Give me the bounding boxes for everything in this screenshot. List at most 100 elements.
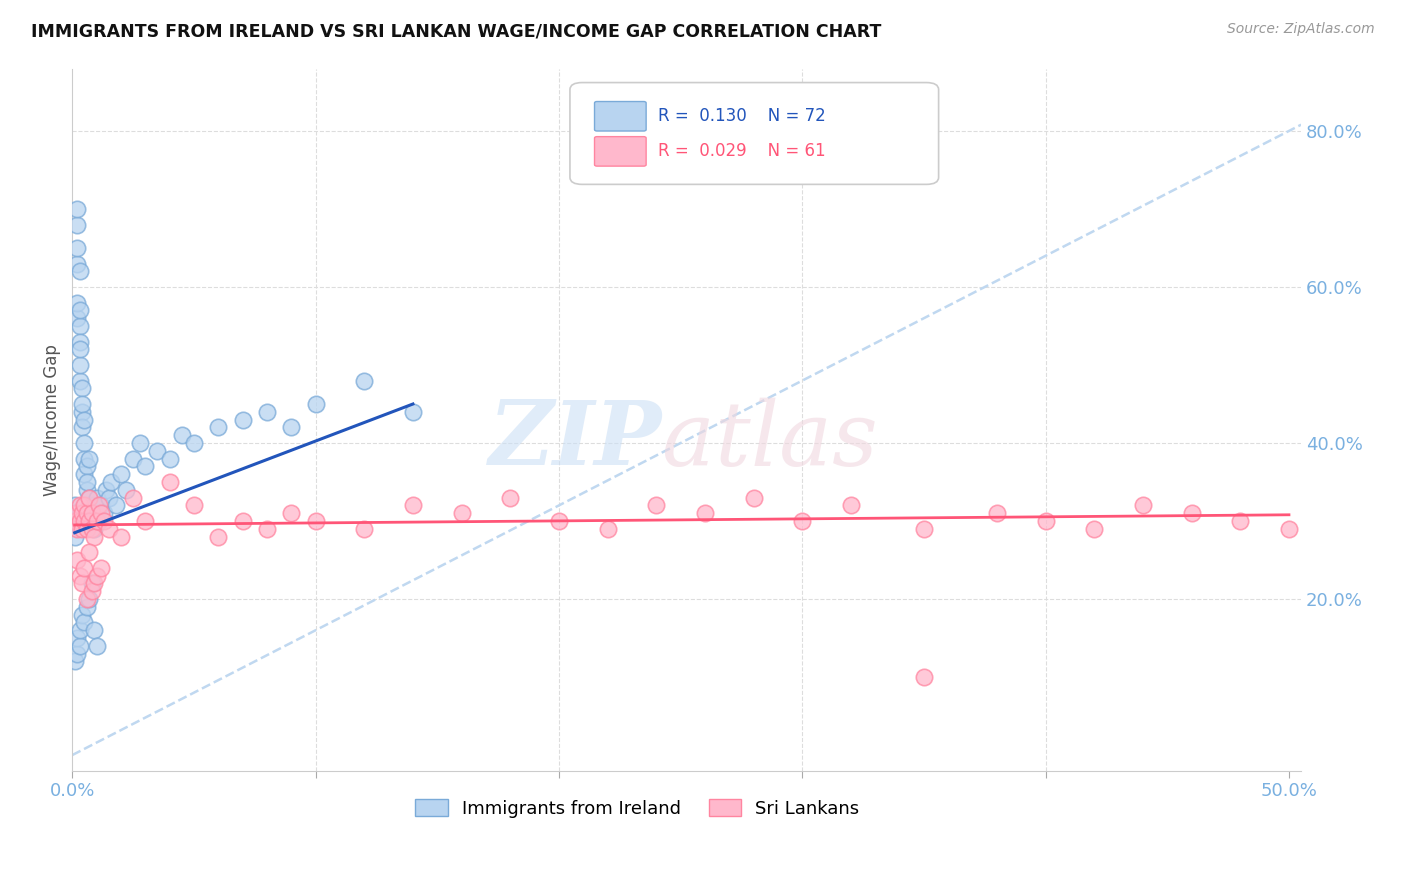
Point: [402, 405, 425, 419]
Point: [80, 514, 103, 528]
Point: [76, 483, 98, 497]
Point: [256, 405, 278, 419]
Point: [499, 491, 522, 505]
Point: [207, 530, 229, 544]
Point: [70, 397, 93, 411]
Point: [66, 647, 89, 661]
Point: [69, 264, 91, 278]
Point: [69, 303, 91, 318]
Point: [232, 514, 254, 528]
Point: [69, 343, 91, 357]
Point: [77, 499, 100, 513]
Point: [63, 514, 86, 528]
Point: [86, 639, 108, 653]
Point: [70, 522, 93, 536]
Point: [839, 499, 862, 513]
Point: [693, 506, 716, 520]
Point: [122, 491, 145, 505]
Point: [69, 334, 91, 349]
Point: [80, 506, 103, 520]
Point: [83, 576, 105, 591]
FancyBboxPatch shape: [595, 102, 647, 131]
Point: [69, 514, 91, 528]
Point: [63, 499, 86, 513]
Point: [742, 491, 765, 505]
Point: [63, 655, 86, 669]
Point: [159, 475, 181, 489]
Point: [90, 499, 112, 513]
Point: [1278, 522, 1301, 536]
Point: [70, 420, 93, 434]
Point: [596, 522, 619, 536]
Text: Source: ZipAtlas.com: Source: ZipAtlas.com: [1227, 22, 1375, 37]
Point: [207, 420, 229, 434]
Point: [134, 459, 156, 474]
Point: [548, 514, 571, 528]
Point: [1132, 499, 1154, 513]
Point: [77, 491, 100, 505]
Point: [87, 499, 110, 513]
Point: [73, 467, 96, 482]
Point: [80, 506, 103, 520]
Point: [83, 624, 105, 638]
Point: [76, 592, 98, 607]
Point: [100, 475, 122, 489]
Point: [86, 491, 108, 505]
Point: [83, 530, 105, 544]
Point: [122, 451, 145, 466]
Point: [69, 318, 91, 333]
Point: [97, 522, 120, 536]
Point: [66, 241, 89, 255]
Point: [183, 436, 205, 450]
Legend: Immigrants from Ireland, Sri Lankans: Immigrants from Ireland, Sri Lankans: [408, 791, 868, 825]
Point: [69, 568, 91, 582]
Point: [93, 514, 115, 528]
Point: [353, 374, 375, 388]
Point: [280, 506, 302, 520]
Point: [105, 499, 128, 513]
Point: [66, 218, 89, 232]
Text: R =  0.130    N = 72: R = 0.130 N = 72: [658, 107, 827, 125]
Point: [77, 491, 100, 505]
Point: [77, 592, 100, 607]
Point: [97, 491, 120, 505]
Point: [66, 256, 89, 270]
Point: [83, 499, 105, 513]
Point: [86, 514, 108, 528]
Point: [912, 522, 935, 536]
Point: [304, 397, 326, 411]
Point: [1181, 506, 1204, 520]
Point: [792, 514, 814, 528]
Point: [170, 428, 193, 442]
Point: [87, 514, 110, 528]
Point: [66, 522, 89, 536]
Point: [110, 467, 132, 482]
Point: [66, 311, 89, 326]
Point: [66, 631, 89, 645]
Point: [86, 506, 108, 520]
Point: [93, 506, 115, 520]
Point: [159, 451, 181, 466]
Point: [134, 514, 156, 528]
Text: R =  0.029    N = 61: R = 0.029 N = 61: [658, 143, 827, 161]
Point: [77, 451, 100, 466]
Point: [114, 483, 136, 497]
Point: [256, 522, 278, 536]
Point: [353, 522, 375, 536]
Point: [76, 599, 98, 614]
Point: [86, 568, 108, 582]
Point: [76, 522, 98, 536]
Point: [73, 499, 96, 513]
Point: [73, 451, 96, 466]
Point: [986, 506, 1008, 520]
Point: [183, 499, 205, 513]
Point: [73, 615, 96, 630]
Y-axis label: Wage/Income Gap: Wage/Income Gap: [44, 343, 60, 496]
Point: [402, 499, 425, 513]
Point: [66, 506, 89, 520]
Point: [69, 374, 91, 388]
Point: [70, 576, 93, 591]
Point: [69, 624, 91, 638]
Point: [69, 639, 91, 653]
Point: [146, 443, 169, 458]
